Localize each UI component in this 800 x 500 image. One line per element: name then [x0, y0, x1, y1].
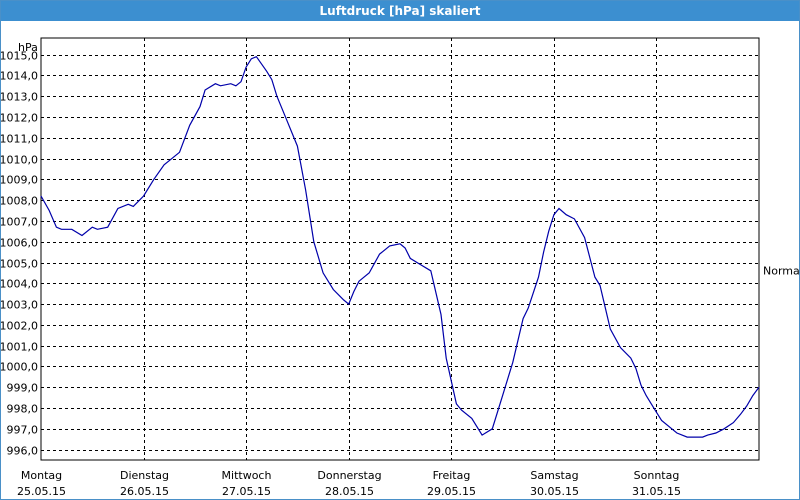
plot-frame	[40, 37, 760, 461]
x-tick-day-label: Samstag	[530, 469, 578, 482]
y-tick-label: 1007,0	[1, 216, 38, 229]
x-tick-date-label: 27.05.15	[222, 485, 271, 498]
y-tick-label: 1015,0	[1, 50, 38, 63]
y-tick-label: 997,0	[7, 424, 39, 437]
x-tick-date-label: 30.05.15	[530, 485, 579, 498]
y-tick-label: 1002,0	[1, 320, 38, 333]
y-tick-label: 1003,0	[1, 299, 38, 312]
x-tick-date-label: 28.05.15	[325, 485, 374, 498]
reference-label-normal: Normal	[763, 265, 799, 278]
y-tick-label: 1005,0	[1, 258, 38, 271]
x-tick-day-label: Sonntag	[634, 469, 680, 482]
y-tick-label: 1008,0	[1, 195, 38, 208]
y-tick-label: 999,0	[7, 382, 39, 395]
x-tick-date-label: 25.05.15	[17, 485, 66, 498]
x-tick-date-label: 29.05.15	[427, 485, 476, 498]
x-tick-date-label: 31.05.15	[632, 485, 681, 498]
y-tick-label: 1014,0	[1, 70, 38, 83]
y-tick-label: 1000,0	[1, 361, 38, 374]
y-tick-label: 996,0	[7, 445, 39, 458]
y-axis-label: hPa	[18, 41, 38, 54]
y-tick-label: 1009,0	[1, 174, 38, 187]
y-tick-label: 1012,0	[1, 112, 38, 125]
x-tick-day-label: Montag	[21, 469, 62, 482]
y-tick-label: 1013,0	[1, 91, 38, 104]
x-tick-date-label: 26.05.15	[120, 485, 169, 498]
y-tick-label: 1004,0	[1, 278, 38, 291]
x-tick-day-label: Donnerstag	[317, 469, 381, 482]
chart-title: Luftdruck [hPa] skaliert	[1, 1, 799, 21]
x-tick-day-label: Freitag	[433, 469, 471, 482]
y-tick-label: 1010,0	[1, 154, 38, 167]
y-tick-label: 1006,0	[1, 237, 38, 250]
y-tick-label: 998,0	[7, 403, 39, 416]
x-tick-day-label: Dienstag	[120, 469, 169, 482]
y-tick-label: 1011,0	[1, 133, 38, 146]
pressure-series-line	[40, 55, 760, 438]
y-tick-label: 1001,0	[1, 341, 38, 354]
x-tick-day-label: Mittwoch	[222, 469, 272, 482]
